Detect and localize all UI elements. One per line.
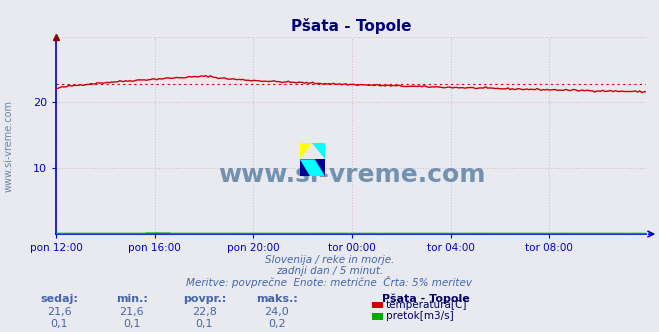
Text: www.si-vreme.com: www.si-vreme.com <box>3 100 14 192</box>
Text: pretok[m3/s]: pretok[m3/s] <box>386 311 453 321</box>
Text: Pšata - Topole: Pšata - Topole <box>382 294 470 304</box>
Text: 22,8: 22,8 <box>192 307 217 317</box>
Text: Meritve: povprečne  Enote: metrične  Črta: 5% meritev: Meritve: povprečne Enote: metrične Črta:… <box>186 276 473 288</box>
Polygon shape <box>300 159 325 176</box>
Text: povpr.:: povpr.: <box>183 294 226 304</box>
Polygon shape <box>300 143 312 159</box>
Text: 21,6: 21,6 <box>47 307 72 317</box>
Text: zadnji dan / 5 minut.: zadnji dan / 5 minut. <box>276 266 383 276</box>
Polygon shape <box>300 159 325 176</box>
Text: 24,0: 24,0 <box>264 307 289 317</box>
Text: 0,1: 0,1 <box>51 319 68 329</box>
Text: temperatura[C]: temperatura[C] <box>386 300 467 310</box>
Polygon shape <box>312 143 325 159</box>
Text: 21,6: 21,6 <box>119 307 144 317</box>
Title: Pšata - Topole: Pšata - Topole <box>291 18 411 34</box>
Text: min.:: min.: <box>116 294 148 304</box>
Text: 0,1: 0,1 <box>196 319 213 329</box>
Text: 0,1: 0,1 <box>123 319 140 329</box>
Text: www.si-vreme.com: www.si-vreme.com <box>218 163 486 187</box>
Text: Slovenija / reke in morje.: Slovenija / reke in morje. <box>265 255 394 265</box>
Text: maks.:: maks.: <box>256 294 298 304</box>
Text: 0,2: 0,2 <box>268 319 285 329</box>
Text: sedaj:: sedaj: <box>40 294 78 304</box>
